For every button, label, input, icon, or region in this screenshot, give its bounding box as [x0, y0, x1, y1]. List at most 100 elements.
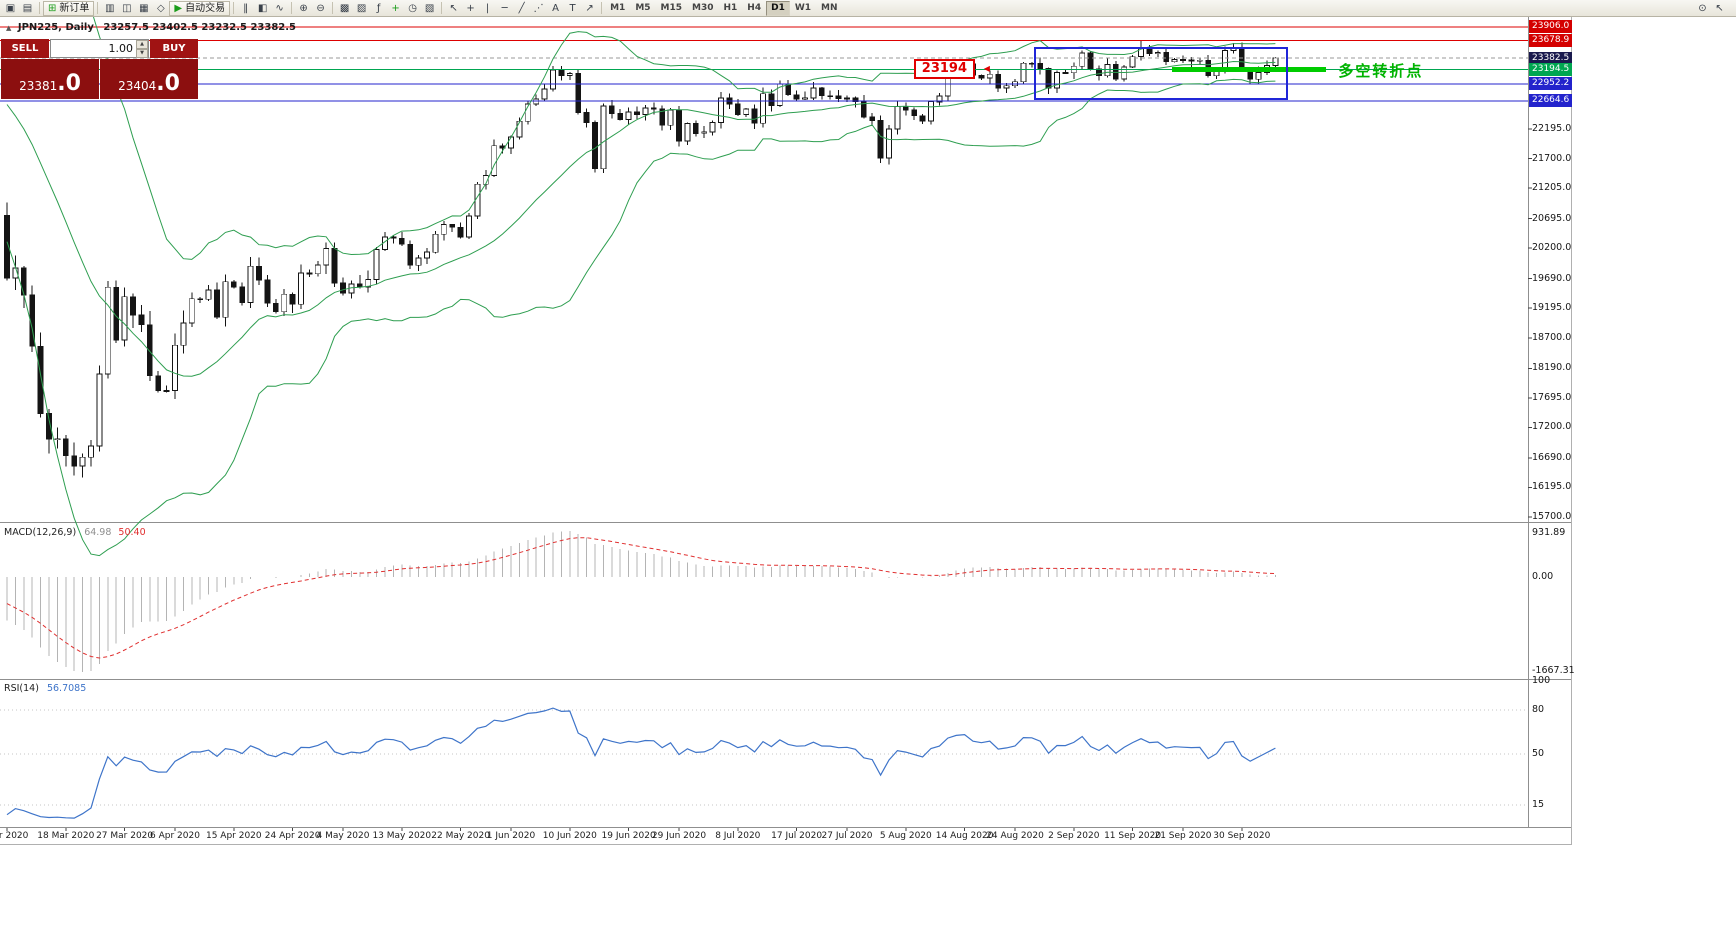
- templates-icon[interactable]: ▧: [421, 1, 438, 16]
- volume-input[interactable]: 1.00 ▲ ▼: [50, 39, 149, 58]
- new-chart-icon: ▣: [5, 2, 16, 14]
- line-chart-icon: ∿: [275, 2, 284, 14]
- price-axis-label: 20200.0: [1532, 242, 1572, 254]
- macd-signal-value: 50.40: [118, 527, 146, 538]
- date-axis-label: 4 May 2020: [316, 831, 370, 841]
- price-callout-box: 23194: [913, 59, 976, 80]
- text-icon[interactable]: A: [547, 1, 564, 16]
- toolbar-separator: [97, 2, 99, 14]
- text-label-icon[interactable]: T: [564, 1, 581, 16]
- price-axis-badge: 22664.6: [1529, 94, 1573, 108]
- market-watch-icon[interactable]: ▥: [101, 1, 118, 16]
- timeframe-m1-button[interactable]: M1: [605, 1, 630, 16]
- fibonacci-icon[interactable]: ⋰: [530, 1, 547, 16]
- strategy-tester-icon: ◇: [157, 2, 165, 14]
- price-axis-label: 19195.0: [1532, 302, 1572, 314]
- zoom-out-icon[interactable]: ⊖: [312, 1, 329, 16]
- date-axis-label: 27 Jul 2020: [821, 831, 873, 841]
- toolbar-separator: [39, 2, 40, 14]
- rsi-value: 56.7085: [46, 683, 87, 694]
- macd-main-value: 64.98: [84, 527, 112, 538]
- date-axis-label: 21 Sep 2020: [1154, 831, 1212, 841]
- volume-decrease-button[interactable]: ▼: [136, 49, 148, 58]
- trendline-icon[interactable]: ╱: [513, 1, 530, 16]
- price-axis-badge: 23194.5: [1529, 62, 1573, 76]
- date-axis-label: 22 May 2020: [431, 831, 490, 841]
- date-axis-label: 10 Jun 2020: [542, 831, 597, 841]
- price-axis-label: 20695.0: [1532, 212, 1572, 224]
- one-click-trading-widget: SELL 1.00 ▲ ▼ BUY 23381 .0 23404 .0: [1, 39, 198, 99]
- sell-price[interactable]: 23381 .0: [1, 59, 99, 99]
- toolbar-separator: [601, 2, 603, 14]
- volume-value: 1.00: [108, 42, 134, 55]
- main-toolbar: ▣ ▤ ⊞ 新订单 ▥ ◫ ▦ ◇ ▶ 自动交易 ‖ ◧ ∿ ⊕ ⊖ ▩ ▨ ƒ + ◷ ▧ ↖ + | ─ ╱ ⋰ A T ↗ M1 M5 M…: [0, 0, 1736, 17]
- periods-icon: ◷: [408, 2, 417, 14]
- toolbar-separator: [441, 2, 443, 14]
- bars-chart-icon: ‖: [243, 2, 249, 14]
- date-axis-label: Mar 2020: [0, 831, 29, 841]
- crosshair-icon: +: [466, 2, 475, 14]
- price-axis-badge: 23382.5: [1529, 51, 1573, 65]
- price-axis-label: 21205.0: [1532, 182, 1572, 194]
- new-order-button[interactable]: ⊞ 新订单: [43, 0, 95, 16]
- buy-button[interactable]: BUY: [150, 39, 198, 58]
- toolbar-separator: [233, 2, 235, 14]
- autotrade-icon: ▶: [174, 2, 183, 14]
- arrows-icon: ↗: [585, 2, 594, 14]
- arrows-icon[interactable]: ↗: [581, 1, 598, 16]
- date-axis-label: 5 Aug 2020: [879, 831, 932, 841]
- vertical-line-icon[interactable]: |: [479, 1, 496, 16]
- price-axis-label: 15700.0: [1532, 511, 1572, 523]
- new-chart-icon[interactable]: ▣: [2, 1, 19, 16]
- one-click-collapse-icon[interactable]: ▲: [6, 24, 12, 32]
- timeframe-h1-button[interactable]: H1: [719, 1, 743, 16]
- autotrade-button[interactable]: ▶ 自动交易: [169, 0, 231, 16]
- price-axis-label: 21700.0: [1532, 152, 1572, 164]
- add-indicator-icon[interactable]: +: [387, 1, 404, 16]
- strategy-tester-icon[interactable]: ◇: [152, 1, 169, 16]
- volume-increase-button[interactable]: ▲: [136, 40, 148, 49]
- search-icon[interactable]: ⊙: [1694, 1, 1711, 16]
- price-callout-text: 23194: [921, 61, 968, 77]
- timeframe-m15-button[interactable]: M15: [656, 1, 687, 16]
- periods-icon[interactable]: ◷: [404, 1, 421, 16]
- data-window-icon: ◫: [122, 2, 132, 14]
- timeframe-w1-button[interactable]: W1: [790, 1, 816, 16]
- buy-price[interactable]: 23404 .0: [100, 59, 198, 99]
- tile-windows-icon: ▩: [339, 2, 350, 14]
- data-window-icon[interactable]: ◫: [118, 1, 135, 16]
- chart-symbol-period: JPN225, Daily: [17, 22, 94, 33]
- crosshair-icon[interactable]: +: [462, 1, 479, 16]
- timeframe-h4-button[interactable]: H4: [742, 1, 766, 16]
- tile-windows-icon[interactable]: ▩: [336, 1, 353, 16]
- add-indicator-icon: +: [391, 2, 400, 14]
- timeframe-d1-button[interactable]: D1: [766, 0, 790, 16]
- templates-icon: ▧: [424, 2, 435, 14]
- sell-button[interactable]: SELL: [1, 39, 49, 58]
- rsi-axis-label: 80: [1532, 704, 1545, 716]
- horizontal-line-icon[interactable]: ─: [496, 1, 513, 16]
- indicators-icon[interactable]: ƒ: [370, 1, 387, 16]
- price-tag-icon: ◀: [983, 64, 990, 74]
- cursor-icon[interactable]: ↖: [445, 1, 462, 16]
- timeframe-m5-button[interactable]: M5: [630, 1, 655, 16]
- date-axis-label: 13 May 2020: [372, 831, 432, 841]
- chart-canvas[interactable]: [0, 17, 1572, 845]
- fibonacci-icon: ⋰: [533, 2, 544, 14]
- zoom-in-icon[interactable]: ⊕: [295, 1, 312, 16]
- candles-chart-icon[interactable]: ◧: [254, 1, 271, 16]
- date-axis-label: 18 Mar 2020: [37, 831, 95, 841]
- profiles-icon[interactable]: ▤: [19, 1, 36, 16]
- timeframe-mn-button[interactable]: MN: [816, 1, 843, 16]
- price-axis-badge: 23906.0: [1529, 20, 1573, 34]
- new-order-button-label: 新订单: [59, 2, 90, 14]
- timeframe-m30-button[interactable]: M30: [687, 1, 718, 16]
- auto-arrange-icon[interactable]: ▨: [353, 1, 370, 16]
- macd-axis-label: -1667.31: [1532, 665, 1575, 676]
- bars-chart-icon[interactable]: ‖: [237, 1, 254, 16]
- pointer-mode-icon[interactable]: ↖: [1711, 1, 1728, 16]
- line-chart-icon[interactable]: ∿: [271, 1, 288, 16]
- navigator-icon[interactable]: ▦: [135, 1, 152, 16]
- autotrade-button-label: 自动交易: [185, 2, 226, 14]
